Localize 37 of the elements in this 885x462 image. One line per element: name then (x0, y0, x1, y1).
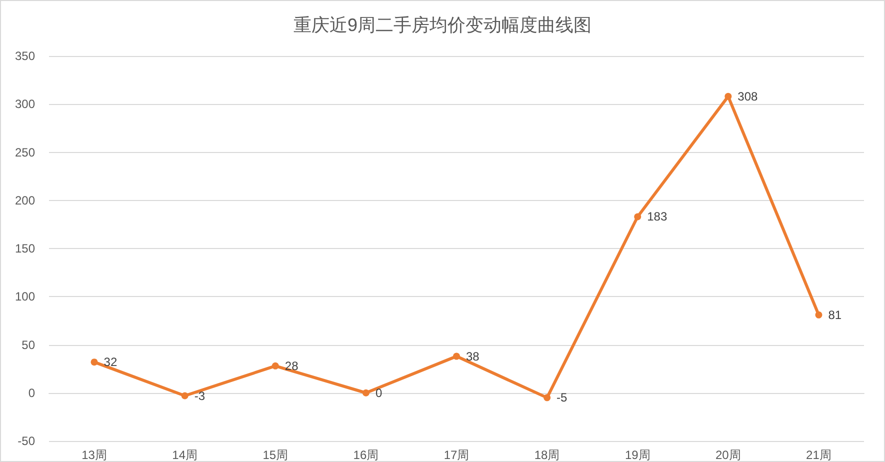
data-label: 183 (647, 210, 668, 224)
x-tick-label: 21周 (806, 448, 832, 462)
point (634, 213, 642, 220)
x-tick-label: 20周 (715, 448, 741, 462)
point (453, 352, 460, 360)
point (362, 389, 370, 396)
y-tick-label: 350 (14, 49, 36, 63)
x-tick-label: 14周 (172, 448, 198, 462)
y-tick-label: 250 (14, 145, 36, 160)
y-tick-label: 50 (22, 338, 36, 352)
point (272, 362, 279, 370)
x-tick-label: 13周 (82, 448, 107, 462)
data-label: 28 (284, 358, 299, 373)
data-label: -5 (556, 390, 568, 405)
data-label: 32 (104, 355, 118, 370)
y-tick-label: 200 (14, 193, 36, 208)
data-label: 308 (738, 89, 758, 104)
data-label: 38 (466, 349, 480, 364)
x-tick-label: 18周 (534, 448, 560, 462)
y-tick-label: 150 (14, 242, 36, 256)
y-tick-label: 100 (14, 290, 36, 304)
x-tick-label: 15周 (262, 448, 288, 462)
x-tick-label: 17周 (444, 448, 470, 462)
x-tick-label: 16周 (353, 448, 379, 462)
x-tick-label: 19周 (624, 448, 650, 462)
point (724, 92, 732, 100)
chart-title: 重庆近9周二手房均价变动幅度曲线图 (293, 15, 592, 35)
data-label: -3 (194, 388, 206, 403)
data-label: 0 (375, 386, 382, 400)
y-tick-label: 0 (28, 386, 36, 400)
y-tick-label: 300 (14, 97, 36, 112)
point (544, 394, 551, 402)
y-tick-label: -50 (18, 434, 36, 448)
point (90, 358, 98, 366)
point (181, 392, 188, 400)
data-label: 81 (828, 308, 842, 322)
point (815, 311, 822, 318)
